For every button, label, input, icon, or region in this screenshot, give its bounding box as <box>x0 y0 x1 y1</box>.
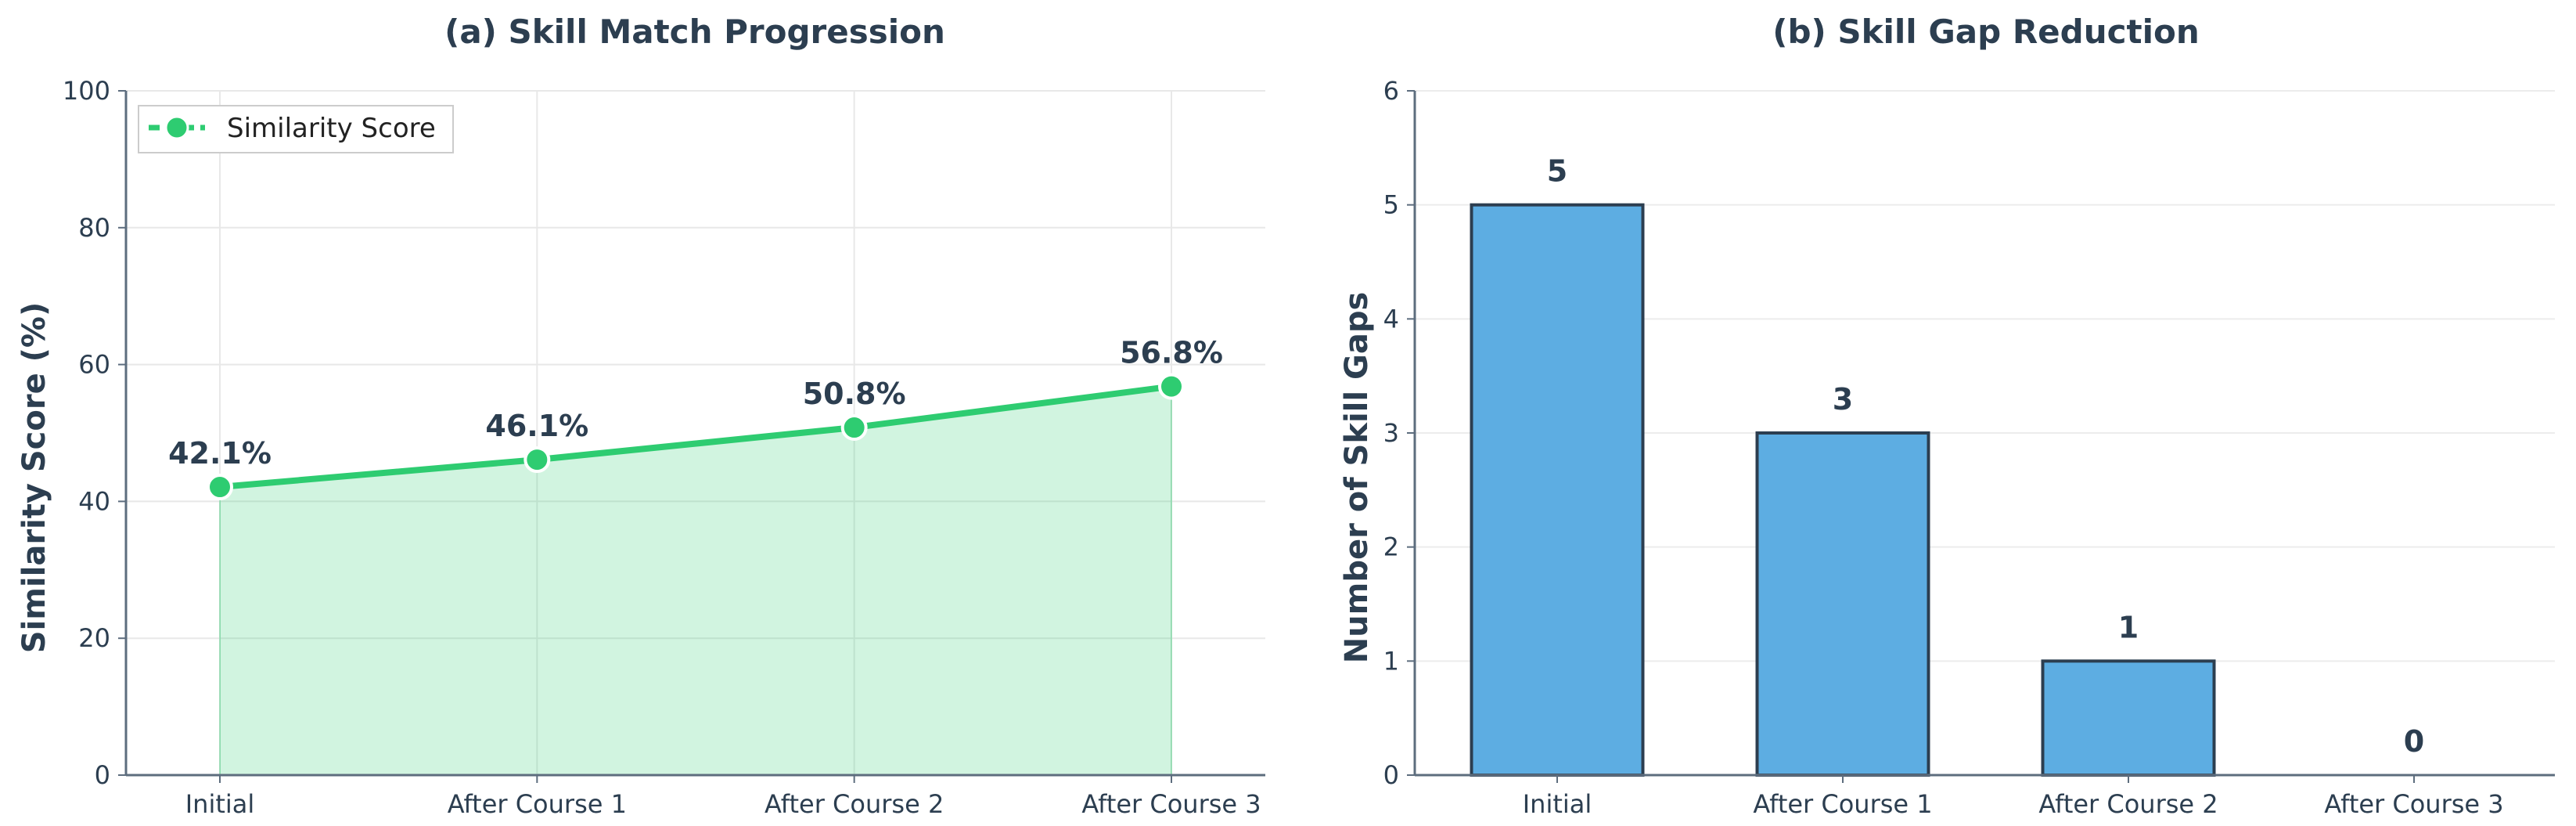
x-ticks: Initial After Course 1 After Course 2 After… <box>185 775 1261 819</box>
axes <box>124 91 1265 777</box>
y-tick-label: 40 <box>78 486 110 516</box>
y-ticks: 0 1 2 3 4 5 6 <box>1383 76 1415 790</box>
bar-value-label: 0 <box>2404 724 2424 759</box>
skill-gap-chart: (b) Skill Gap Reduction Number of Skill … <box>1339 13 2555 819</box>
data-label: 46.1% <box>485 409 588 443</box>
legend: Similarity Score <box>138 105 454 153</box>
data-labels: 5 3 1 0 <box>1547 154 2424 759</box>
series-polyline <box>217 383 1175 491</box>
y-axis-label: Similarity Score (%) <box>16 302 52 654</box>
data-label: 56.8% <box>1120 336 1223 370</box>
x-tick-label: After Course 2 <box>765 789 944 819</box>
x-tick-label: After Course 3 <box>2324 789 2503 819</box>
y-tick-label: 80 <box>78 213 110 243</box>
y-tick-label: 6 <box>1383 76 1399 106</box>
bar <box>1470 203 1645 777</box>
y-ticks: 0 20 40 60 80 100 <box>63 76 126 790</box>
x-tick-label: Initial <box>1523 789 1592 819</box>
y-tick-label: 1 <box>1383 646 1399 676</box>
chart-title: (b) Skill Gap Reduction <box>1772 13 2200 51</box>
data-point <box>1158 373 1185 400</box>
y-tick-label: 5 <box>1383 190 1399 220</box>
data-point <box>840 414 868 442</box>
skill-match-chart: (a) Skill Match Progression Similarity S… <box>16 13 1265 819</box>
x-tick-label: After Course 1 <box>448 789 627 819</box>
data-labels: 42.1% 46.1% 50.8% 56.8% <box>168 336 1223 471</box>
grid <box>126 90 1265 775</box>
bar-value-label: 1 <box>2118 610 2139 644</box>
legend-label: Similarity Score <box>227 113 436 144</box>
chart-title: (a) Skill Match Progression <box>444 13 945 51</box>
legend-marker <box>164 115 189 140</box>
series-line <box>217 383 1175 491</box>
x-ticks: Initial After Course 1 After Course 2 After… <box>1523 775 2504 819</box>
x-tick-label: After Course 3 <box>1081 789 1261 819</box>
data-point <box>523 446 551 474</box>
x-tick-label: Initial <box>185 789 255 819</box>
y-axis-label: Number of Skill Gaps <box>1339 292 1375 664</box>
y-tick-label: 60 <box>78 350 110 380</box>
x-tick-label: After Course 2 <box>2038 789 2218 819</box>
data-points <box>207 373 1185 501</box>
data-point <box>207 474 233 501</box>
y-tick-label: 4 <box>1383 304 1399 334</box>
bars <box>1470 203 2216 777</box>
bar-value-label: 3 <box>1833 382 1853 417</box>
bar <box>1755 431 1930 777</box>
y-tick-label: 20 <box>78 623 110 653</box>
y-tick-label: 0 <box>1383 760 1399 790</box>
y-tick-label: 100 <box>63 76 110 106</box>
data-label: 42.1% <box>168 436 272 471</box>
x-tick-label: After Course 1 <box>1753 789 1932 819</box>
bar <box>2041 659 2216 777</box>
data-label: 50.8% <box>803 377 906 411</box>
y-tick-label: 3 <box>1383 418 1399 448</box>
bar-value-label: 5 <box>1547 154 1567 189</box>
y-tick-label: 0 <box>95 760 110 790</box>
y-tick-label: 2 <box>1383 532 1399 562</box>
